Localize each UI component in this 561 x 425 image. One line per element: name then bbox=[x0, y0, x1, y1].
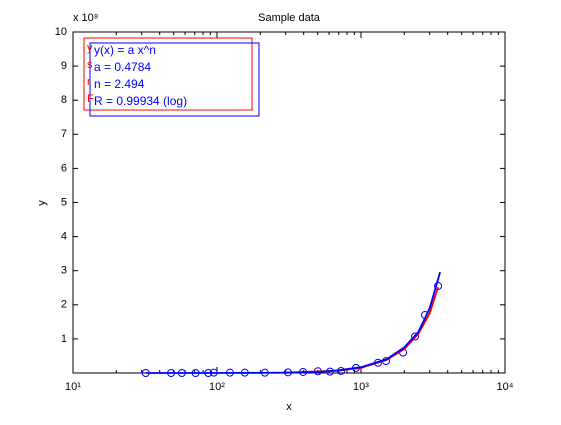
legend-fragment: s bbox=[87, 59, 93, 71]
x-tick-label: 10¹ bbox=[65, 381, 81, 393]
legend-fragment: r bbox=[87, 76, 91, 88]
data-point bbox=[410, 332, 419, 341]
axes-box bbox=[72, 31, 506, 374]
x-tick-label: 10³ bbox=[353, 381, 369, 393]
legend-box-red bbox=[83, 37, 253, 111]
y-multiplier: x 10⁸ bbox=[73, 12, 98, 24]
x-tick-label: 10⁴ bbox=[497, 381, 514, 393]
legend-fragment: y bbox=[87, 42, 93, 54]
y-tick-label: 1 bbox=[61, 333, 67, 345]
y-tick-label: 6 bbox=[61, 162, 67, 174]
y-tick-label: 9 bbox=[61, 60, 67, 72]
y-tick-label: 8 bbox=[61, 94, 67, 106]
legend-text: a = 0.4784 bbox=[94, 60, 151, 74]
legend-fragment: F bbox=[87, 93, 94, 105]
y-tick-label: 7 bbox=[61, 128, 67, 140]
x-tick-label: 10² bbox=[209, 381, 225, 393]
y-tick-label: 10 bbox=[55, 26, 67, 38]
y-tick-label: 5 bbox=[61, 196, 67, 208]
legend-text: R = 0.99934 (log) bbox=[94, 94, 187, 108]
chart-title: Sample data bbox=[258, 12, 321, 24]
y-axis-label: y bbox=[36, 200, 48, 206]
legend-text: n = 2.494 bbox=[94, 77, 145, 91]
legend-box-blue bbox=[89, 42, 260, 117]
y-tick-label: 2 bbox=[61, 299, 67, 311]
legend-text: y(x) = a x^n bbox=[94, 43, 156, 57]
y-tick-label: 4 bbox=[61, 231, 67, 243]
y-tick-label: 3 bbox=[61, 265, 67, 277]
x-axis-label: x bbox=[286, 401, 292, 413]
fit-line bbox=[145, 271, 441, 374]
